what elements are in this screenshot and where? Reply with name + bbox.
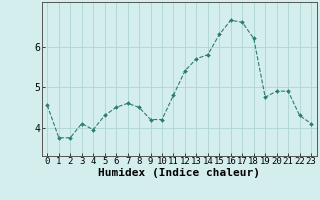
X-axis label: Humidex (Indice chaleur): Humidex (Indice chaleur) [98,168,260,178]
